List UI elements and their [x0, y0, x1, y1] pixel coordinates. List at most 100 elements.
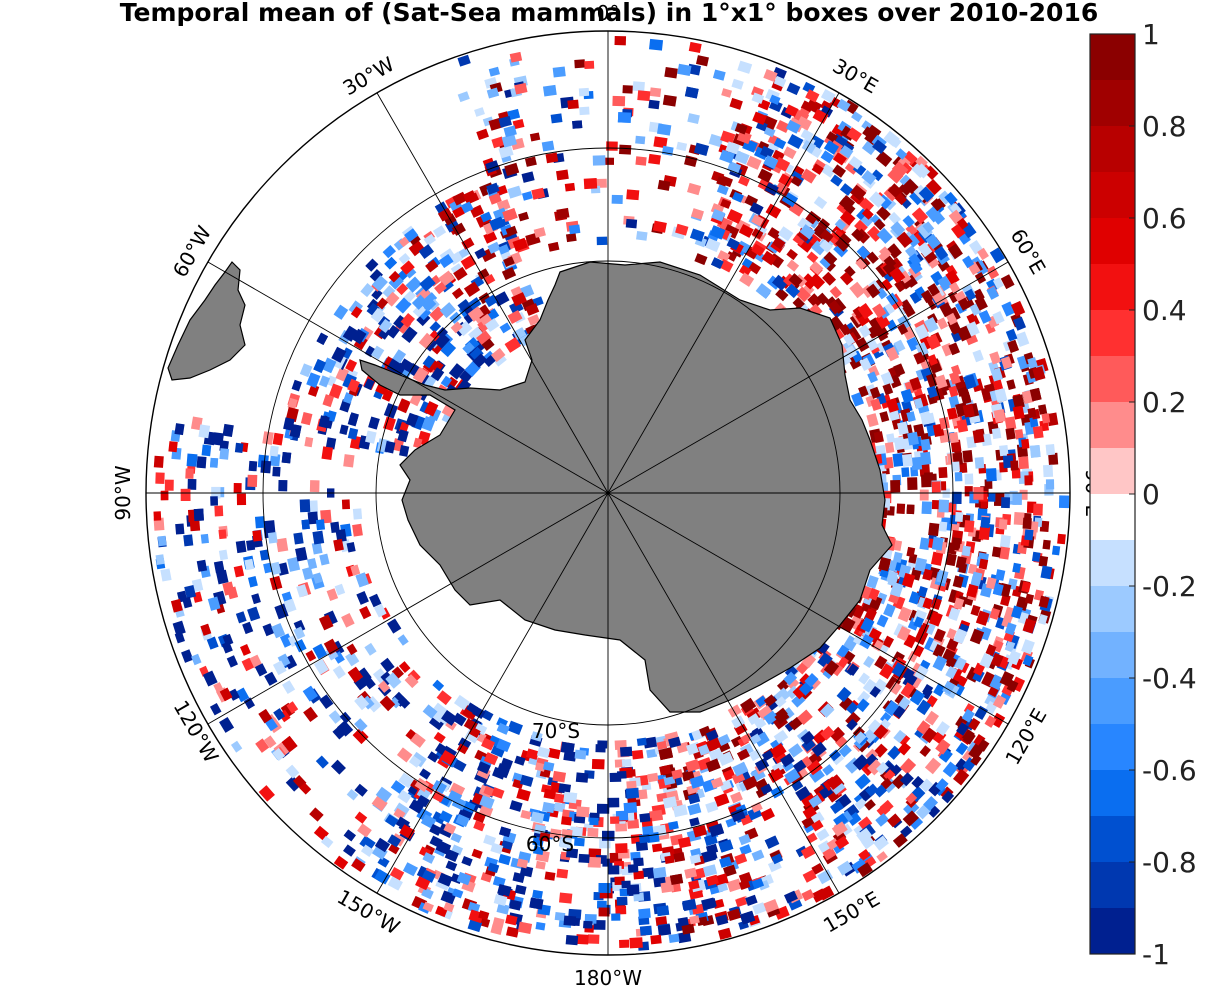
- data-cell: [1033, 503, 1043, 516]
- data-cell: [921, 501, 932, 515]
- data-cell: [481, 737, 495, 751]
- data-cell: [829, 800, 844, 814]
- data-cell: [626, 769, 636, 778]
- data-cell: [693, 142, 710, 156]
- data-cell: [638, 908, 651, 919]
- data-cell: [226, 586, 239, 600]
- data-cell: [662, 94, 677, 107]
- data-cell: [193, 508, 204, 522]
- data-cell: [999, 534, 1011, 548]
- data-cell: [531, 187, 546, 200]
- data-cell: [991, 427, 1002, 440]
- data-cell: [251, 593, 261, 605]
- data-cell: [619, 746, 633, 757]
- data-cell: [974, 456, 985, 469]
- data-cell: [347, 414, 359, 427]
- data-cell: [209, 457, 219, 468]
- data-cell: [669, 873, 684, 886]
- data-cell: [486, 182, 500, 195]
- data-cell: [845, 701, 859, 715]
- data-cell: [736, 240, 751, 254]
- data-cell: [738, 871, 753, 884]
- data-cell: [474, 107, 485, 117]
- colorbar-tick-label: -0.8: [1142, 846, 1197, 879]
- data-cell: [221, 641, 233, 654]
- data-cell: [614, 35, 627, 46]
- data-cell: [932, 655, 948, 672]
- data-cell: [901, 467, 910, 478]
- data-cell: [574, 59, 586, 69]
- data-cell: [357, 823, 372, 838]
- data-cell: [516, 788, 531, 802]
- data-cell: [408, 233, 421, 246]
- data-cell: [587, 856, 602, 868]
- data-cell: [397, 398, 411, 414]
- data-cell: [1032, 425, 1044, 439]
- data-cell: [719, 149, 735, 164]
- data-cell: [309, 807, 324, 822]
- data-cell: [530, 811, 545, 824]
- data-cell: [875, 341, 886, 354]
- data-cell: [903, 800, 920, 817]
- data-cell: [951, 461, 960, 472]
- data-cell: [354, 718, 368, 732]
- data-cell: [345, 651, 360, 667]
- data-cell: [363, 378, 375, 391]
- data-cell: [921, 727, 938, 744]
- data-cell: [457, 298, 471, 313]
- data-cell: [505, 914, 518, 926]
- data-cell: [364, 642, 377, 656]
- data-cell: [609, 772, 622, 783]
- data-cell: [992, 694, 1007, 709]
- data-cell: [1011, 467, 1021, 479]
- data-cell: [160, 490, 169, 501]
- data-cell: [315, 755, 329, 769]
- data-cell: [422, 704, 438, 719]
- data-cell: [153, 455, 164, 468]
- data-cell: [1038, 614, 1048, 625]
- data-cell: [1004, 640, 1016, 653]
- data-cell: [938, 499, 950, 513]
- data-cell: [407, 362, 421, 377]
- data-cell: [851, 858, 868, 874]
- data-cell: [866, 413, 879, 428]
- data-cell: [978, 526, 991, 541]
- colorbar-tick-label: 0: [1142, 478, 1160, 511]
- data-cell: [450, 263, 464, 276]
- data-cell: [300, 411, 313, 426]
- data-cell: [396, 282, 409, 296]
- data-cell: [924, 757, 942, 775]
- data-cell: [1039, 520, 1050, 532]
- data-cell: [334, 583, 346, 596]
- data-cell: [925, 178, 942, 196]
- lon-label-180: 180°W: [574, 966, 642, 989]
- data-cell: [782, 760, 795, 772]
- data-cell: [469, 204, 485, 218]
- data-cell: [425, 259, 439, 273]
- data-cell: [210, 496, 218, 506]
- data-cell: [461, 237, 475, 250]
- data-cell: [800, 168, 817, 184]
- data-cell: [503, 125, 517, 138]
- data-cell: [542, 84, 557, 97]
- data-cell: [932, 643, 946, 659]
- data-cell: [453, 694, 471, 711]
- data-cell: [619, 144, 632, 155]
- data-cell: [305, 650, 317, 662]
- lat-label-70s: 70°S: [532, 719, 580, 743]
- data-cell: [893, 436, 906, 451]
- data-cell: [611, 913, 621, 921]
- data-cell: [401, 326, 418, 344]
- data-cell: [282, 680, 296, 695]
- colorbar-segment: [1090, 34, 1135, 81]
- data-cell: [201, 444, 212, 457]
- data-cell: [521, 191, 533, 201]
- data-cell: [615, 843, 628, 854]
- data-cell: [369, 593, 382, 608]
- data-cell: [271, 623, 286, 639]
- data-cell: [806, 251, 819, 264]
- data-cell: [239, 644, 251, 656]
- data-cell: [752, 902, 767, 915]
- colorbar-segment: [1090, 402, 1135, 449]
- data-cell: [801, 889, 815, 902]
